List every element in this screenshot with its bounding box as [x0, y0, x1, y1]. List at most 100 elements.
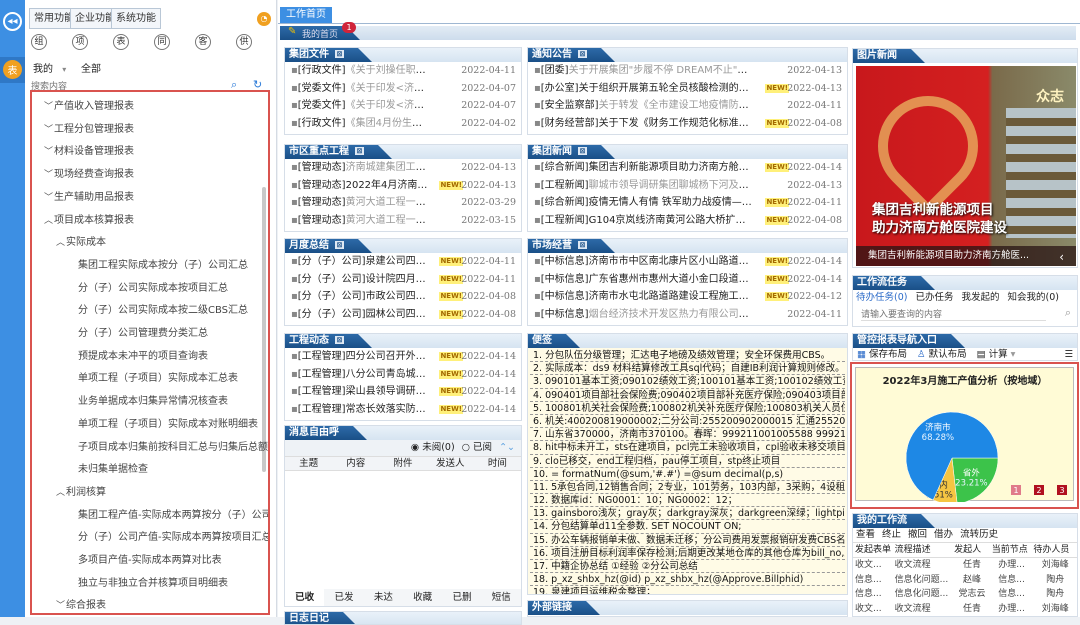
more-icon[interactable]: ⊠ [356, 147, 363, 155]
chevron-left-icon[interactable]: ‹ [1059, 250, 1064, 264]
table-row[interactable]: 收文... 收文流程 任青 办理... 刘海峰 [853, 558, 1077, 573]
list-item[interactable]: ▪[工程管理]八分公司青岛城阳污水四期工程...NEW!2022-04-14 [285, 366, 521, 384]
item-text[interactable]: [工程管理]梁山县领导调研梁山人民中路西... [298, 383, 428, 401]
memo-line[interactable]: 14. 分包结算单d11全参数. SET NOCOUNT ON; [530, 520, 845, 534]
message-tab[interactable]: 已收 [285, 589, 325, 606]
item-text[interactable]: [党委文件]《关于印发<济南城建集团有限... [298, 97, 428, 115]
tree-item[interactable]: 分（子）公司实际成本按项目汇总 [78, 279, 228, 294]
shortcut-3[interactable]: 同 [154, 34, 170, 50]
list-item[interactable]: ▪[党委文件]《关于印发<济南城建集团有限...2022-04-07 [285, 97, 521, 115]
list-item[interactable]: ▪[工程新闻]聊城市领导调研集团聊城杨下河及肉山片区路网建设工...2022-0… [528, 177, 847, 195]
list-item[interactable]: ▪[中标信息]广东省惠州市惠州大道小金口段道路升级改造项目中标NEW!2022-… [528, 271, 847, 289]
tree-item[interactable]: ﹀综合报表 [56, 596, 106, 611]
more-icon[interactable]: ⊠ [579, 241, 586, 249]
memo-line[interactable]: 19. 泉建项目运维税金整理； [530, 586, 845, 594]
calc-button[interactable]: ▤ 计算 ▾ [977, 348, 1016, 360]
memo-line[interactable]: 1. 分包队伍分级管理；汇达电子地磅及绩效管理；安全环保费用CBS。 [530, 349, 845, 363]
item-text[interactable]: [管理动态]黄河大道工程一期二标召开施工... [298, 194, 428, 212]
item-text[interactable]: [行政文件]《集团4月份生产经营工作会议... [298, 115, 428, 133]
workflow-action[interactable]: 借办 [934, 529, 954, 540]
list-item[interactable]: ▪[分（子）公司]设计院四月份生产会会议纪要NEW!2022-04-11 [285, 271, 521, 289]
memo-line[interactable]: 5. 100801机关社会保险费;100802机关补充医疗保险;100803机关… [530, 402, 845, 415]
tree-item[interactable]: 分（子）公司管理费分类汇总 [78, 324, 208, 339]
tree-item[interactable]: ︿项目成本核算报表 [44, 211, 134, 226]
item-text[interactable]: [分（子）公司]园林公司四月份生产会会议... [298, 306, 428, 324]
clock-icon[interactable]: ◔ [257, 12, 271, 26]
tree-item[interactable]: ﹀工程分包管理报表 [44, 120, 134, 135]
list-item[interactable]: ▪[行政文件]《集团4月份生产经营工作会议...2022-04-02 [285, 115, 521, 133]
tree-item[interactable]: ﹀生产辅助用品报表 [44, 188, 134, 203]
list-item[interactable]: ▪[行政文件]《关于2022年4月份生产计划的...2022-04-01 [285, 132, 521, 134]
list-item[interactable]: ▪[管理动态]黄河大道工程一期二标召开施工...2022-03-15 [285, 212, 521, 230]
chart-page-button[interactable] [1034, 485, 1044, 495]
tree-item[interactable]: ︿实际成本 [56, 233, 106, 248]
list-item[interactable]: ▪[工程管理]一分公司烟台滨海路项目进行水...NEW!2022-04-14 [285, 418, 521, 420]
tree-item[interactable]: ﹀产值收入管理报表 [44, 97, 134, 112]
message-tab[interactable]: 已发 [334, 592, 354, 603]
shortcut-1[interactable]: 项 [72, 34, 88, 50]
message-tab[interactable]: 收藏 [413, 592, 433, 603]
list-item[interactable]: ▪[工程新闻]G104京岚线济南黄河公路大桥扩建工程率先完成全桥首...NEW!… [528, 212, 847, 230]
message-tab[interactable]: 未达 [373, 592, 393, 603]
chart-page-button[interactable] [1011, 485, 1021, 495]
table-row[interactable]: 收文... 收文流程 任青 办理... 刘海峰 [853, 602, 1077, 617]
list-item[interactable]: ▪[办公室]关于组织开展第五轮全员核酸检测的通知 NEW! 2022-04-13 [528, 80, 847, 98]
shortcut-2[interactable]: 表 [113, 34, 129, 50]
item-text[interactable]: [分（子）公司]市政公司四月份生产会会议... [298, 288, 428, 306]
more-icon[interactable]: ⊠ [336, 336, 343, 344]
item-text[interactable]: [分（子）公司]六分公司四月份生产会会议... [298, 323, 428, 325]
search-icon[interactable]: ⌕ [1064, 306, 1071, 319]
item-text[interactable]: [管理动态]黄河大道工程一期二标召开施工... [298, 212, 428, 230]
item-text[interactable]: [工程管理]一分公司烟台滨海路项目进行水... [298, 418, 428, 420]
shortcut-5[interactable]: 供 [236, 34, 252, 50]
item-text[interactable]: [财务经营部]关于下发《财务工作规范化标准》的通知 [541, 115, 754, 133]
workflow-action[interactable]: 终止 [882, 529, 902, 540]
list-item[interactable]: ▪[分（子）公司]泉建公司四月份生产会会议...NEW!2022-04-11 [285, 253, 521, 271]
unread-radio[interactable]: ◉ 未阅(0) [410, 442, 455, 453]
task-tab[interactable]: 已办任务 [915, 292, 954, 303]
sort-arrows-icon[interactable]: ⌃⌄ [499, 442, 515, 453]
list-item[interactable]: ▪[安全监察部]关于转发《全市建设工地疫情防控工作方案（试行）...2022-0… [528, 97, 847, 115]
message-tab[interactable]: 短信 [491, 592, 511, 603]
item-text[interactable]: [分（子）公司]设计院四月份生产会会议纪要 [298, 271, 428, 289]
memo-line[interactable]: 7. 山东省370000，济南市370100。春晖：99921100100558… [530, 428, 845, 442]
default-layout-button[interactable]: ♙ 默认布局 [917, 348, 967, 360]
tree-item[interactable]: ︿利润核算 [56, 483, 106, 498]
read-radio[interactable]: ○ 已阅 [461, 442, 493, 453]
task-tab[interactable]: 待办任务(0) [856, 292, 908, 303]
item-text[interactable]: [中标信息]广东省惠州市惠州大道小金口段道路升级改造项目中标 [541, 271, 754, 289]
memo-line[interactable]: 16. 项目注册目标利润率保存检测;后期更改某地仓库的其他仓库为bill_no,… [530, 547, 845, 560]
item-text[interactable]: [综合新闻]集团召开2022年党建纪检监察工作会议 [541, 229, 754, 231]
memo-line[interactable]: 12. 数据库id：NG0001：10；NG0002：12； [530, 494, 845, 508]
tree-item[interactable]: 集团工程实际成本按分（子）公司汇总 [78, 256, 248, 271]
menu-icon[interactable]: ☰ [1064, 349, 1073, 360]
memo-line[interactable]: 13. gainsboro浅灰；gray灰；darkgray深灰；darkgre… [530, 507, 845, 521]
task-tab[interactable]: 我发起的 [961, 292, 1000, 303]
tab-system[interactable]: 系统功能 [111, 8, 161, 29]
memo-list[interactable]: 1. 分包队伍分级管理；汇达电子地磅及绩效管理；安全环保费用CBS。 2. 实际成… [528, 348, 847, 594]
item-text[interactable]: [党委文件]《关于印发<济南城建集团2022... [298, 80, 428, 98]
double-chevron-left-icon[interactable]: ◂◂ [3, 12, 22, 31]
memo-line[interactable]: 2. 实际成本：ds9 材料结算修改工具sql代码；自建IB利润计算规则修改。投… [530, 362, 845, 376]
memo-line[interactable]: 10. = formatNum(@sum,'#.#') =@sum decima… [530, 468, 845, 481]
memo-line[interactable]: 4. 090401项目部社会保险费;090402项目部补充医疗保险;090403… [530, 389, 845, 402]
item-text[interactable]: [管理动态]2022年3月济南市区在建项目信... [298, 229, 428, 231]
tree-item[interactable]: 多项目产值-实际成本两算对比表 [78, 551, 222, 566]
refresh-icon[interactable]: ↻ [253, 78, 263, 91]
tree-item[interactable]: 集团工程产值-实际成本两算按分（子）公司汇总 [78, 506, 268, 521]
memo-line[interactable]: 3. 090101基本工资;090102绩效工资;100101基本工资;1001… [530, 375, 845, 389]
my-home-tab[interactable]: ✎ 我的首页 [280, 26, 360, 40]
chart-page-button[interactable] [1057, 485, 1067, 495]
table-row[interactable]: 信息... 信息化问题... 赵峰 信息... 陶舟 [853, 573, 1077, 588]
tree-item[interactable]: ﹀现场经费查询报表 [44, 165, 134, 180]
list-item[interactable]: ▪[工程管理]四分公司召开外埠工程视频会议NEW!2022-04-14 [285, 348, 521, 366]
item-text[interactable]: [工程管理]四分公司召开外埠工程视频会议 [298, 348, 428, 366]
memo-line[interactable]: 15. 办公车辆报销单未做、数据未迁移；分公司费用发票报销研发费CBS名称更改 [530, 534, 845, 547]
list-item[interactable]: ▪[行政文件]《关于刘操任职的决定》济城建...2022-04-11 [285, 62, 521, 80]
list-item[interactable]: ▪[工程管理]梁山县领导调研梁山人民中路西...NEW!2022-04-14 [285, 383, 521, 401]
list-item[interactable]: ▪[管理动态]济南城建集团工程管理部工作会...2022-04-13 [285, 159, 521, 177]
photo-news-image[interactable]: 众志 集团吉利新能源项目 助力济南方舱医院建设 集团吉利新能源项目助力济南方舱医.… [856, 66, 1076, 266]
filter-all[interactable]: 全部 [81, 64, 101, 75]
